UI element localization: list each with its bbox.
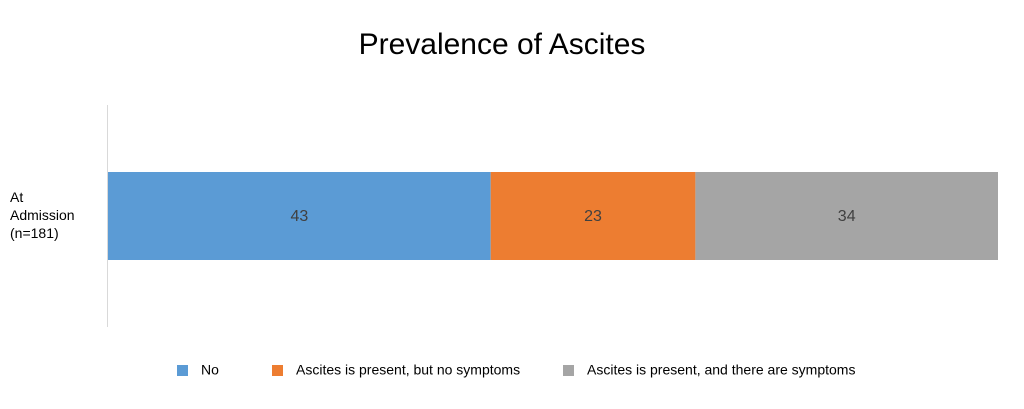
bar-segment [695,172,998,260]
data-label: 43 [290,208,308,225]
data-label: 34 [838,208,856,225]
bar-segment [490,172,696,260]
category-label: At Admission (n=181) [10,189,75,241]
bar-segment [108,172,491,260]
legend-label: No [201,362,219,378]
legend-swatch [563,365,574,376]
chart-title: Prevalence of Ascites [359,28,646,61]
legend-label: Ascites is present, and there are sympto… [587,362,855,378]
data-label: 23 [584,208,602,225]
legend-swatch [272,365,283,376]
legend-swatch [177,365,188,376]
legend-label: Ascites is present, but no symptoms [296,362,520,378]
